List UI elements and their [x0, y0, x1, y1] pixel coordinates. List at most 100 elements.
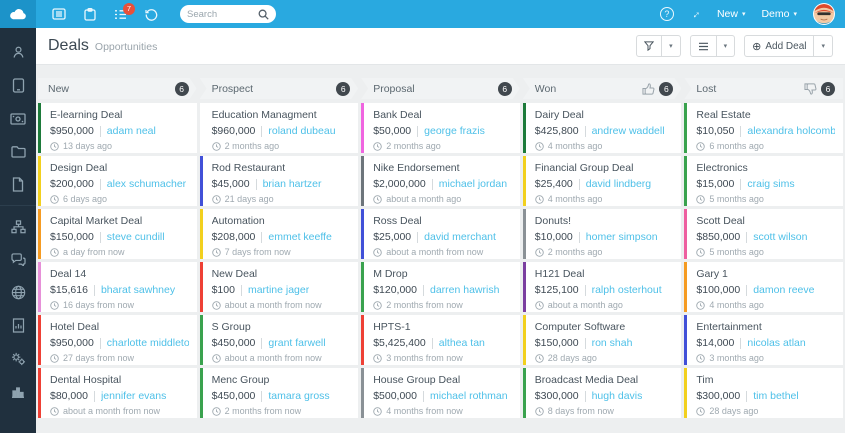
new-menu-button[interactable]: New ▾ — [717, 8, 746, 20]
deal-card[interactable]: Donuts! $10,000 homer simpson 2 months a… — [522, 209, 682, 259]
deal-owner-link[interactable]: martine jager — [247, 284, 310, 296]
deal-owner-link[interactable]: charlotte middleton — [106, 337, 189, 349]
deal-card[interactable]: H121 Deal $125,100 ralph osterhout about… — [522, 262, 682, 312]
deal-owner-link[interactable]: bharat sawhney — [100, 284, 176, 296]
deal-owner-link[interactable]: michael jordan — [438, 178, 508, 190]
view-button[interactable] — [689, 35, 717, 57]
deal-owner-link[interactable]: tamara gross — [268, 390, 330, 402]
deal-card[interactable]: Education Managment $960,000 roland dube… — [199, 103, 359, 153]
deal-card[interactable]: Real Estate $10,050 alexandra holcomb 6 … — [684, 103, 843, 153]
user-menu-button[interactable]: Demo ▾ — [761, 8, 797, 20]
deal-card[interactable]: Rod Restaurant $45,000 brian hartzer 21 … — [199, 156, 359, 206]
contacts-icon[interactable] — [0, 36, 36, 69]
deal-card[interactable]: Broadcast Media Deal $300,000 hugh davis… — [522, 368, 682, 418]
search-box[interactable] — [180, 5, 276, 23]
analytics-icon[interactable] — [0, 375, 36, 408]
deal-card[interactable]: Bank Deal $50,000 george frazis 2 months… — [361, 103, 520, 153]
search-icon[interactable] — [258, 9, 269, 20]
deal-owner-link[interactable]: brian hartzer — [262, 178, 322, 190]
pipeline-icon[interactable] — [0, 210, 36, 243]
deal-card[interactable]: Electronics $15,000 craig sims 5 months … — [684, 156, 843, 206]
help-icon[interactable]: ? — [659, 7, 674, 21]
reports-icon[interactable] — [0, 309, 36, 342]
deal-card[interactable]: Design Deal $200,000 alex schumacher 6 d… — [38, 156, 197, 206]
deal-owner-link[interactable]: andrew waddell — [591, 125, 665, 137]
deal-amount: $500,000 — [373, 390, 417, 402]
deal-card[interactable]: Menc Group $450,000 tamara gross 2 month… — [199, 368, 359, 418]
deal-card[interactable]: HPTS-1 $5,425,400 althea tan 3 months fr… — [361, 315, 520, 365]
deal-owner-link[interactable]: damon reeve — [753, 284, 815, 296]
deal-owner-link[interactable]: alex schumacher — [106, 178, 187, 190]
tasks-icon[interactable]: 7 — [114, 2, 135, 20]
deal-card[interactable]: Entertainment $14,000 nicolas atlan 3 mo… — [684, 315, 843, 365]
deal-owner-link[interactable]: craig sims — [747, 178, 795, 190]
deal-owner-link[interactable]: george frazis — [424, 125, 485, 137]
column-header[interactable]: Won 6 — [523, 78, 682, 99]
deal-card[interactable]: Automation $208,000 emmet keeffe 7 days … — [199, 209, 359, 259]
avatar[interactable] — [813, 3, 835, 25]
deal-card[interactable]: Gary 1 $100,000 damon reeve 4 months ago — [684, 262, 843, 312]
column-header[interactable]: New 6 — [38, 78, 197, 99]
deal-owner-link[interactable]: althea tan — [438, 337, 485, 349]
deal-card[interactable]: Tim $300,000 tim bethel 28 days ago — [684, 368, 843, 418]
deal-owner-link[interactable]: michael rothman — [429, 390, 508, 402]
deal-card[interactable]: M Drop $120,000 darren hawrish 2 months … — [361, 262, 520, 312]
deal-owner-link[interactable]: steve cundill — [106, 231, 165, 243]
documents-icon[interactable] — [0, 168, 36, 201]
deal-card[interactable]: Nike Endorsement $2,000,000 michael jord… — [361, 156, 520, 206]
deal-card[interactable]: Dairy Deal $425,800 andrew waddell 4 mon… — [522, 103, 682, 153]
chat-icon[interactable] — [0, 243, 36, 276]
deal-owner-link[interactable]: david merchant — [424, 231, 496, 243]
deal-card[interactable]: Computer Software $150,000 ron shah 28 d… — [522, 315, 682, 365]
web-icon[interactable] — [0, 276, 36, 309]
deal-owner-link[interactable]: scott wilson — [753, 231, 808, 243]
add-deal-dropdown-button[interactable]: ▾ — [814, 35, 833, 57]
deal-time: about a month ago — [386, 194, 462, 204]
deal-owner-link[interactable]: homer simpson — [585, 231, 658, 243]
clock-icon — [50, 353, 59, 363]
deal-owner-link[interactable]: jennifer evans — [100, 390, 167, 402]
history-icon[interactable] — [145, 8, 158, 21]
deals-icon[interactable] — [0, 102, 36, 135]
view-dropdown-button[interactable]: ▾ — [716, 35, 736, 57]
deal-card[interactable]: House Group Deal $500,000 michael rothma… — [361, 368, 520, 418]
column-header[interactable]: Lost 6 — [684, 78, 843, 99]
deal-card[interactable]: E-learning Deal $950,000 adam neal 13 da… — [38, 103, 197, 153]
deal-owner-link[interactable]: adam neal — [106, 125, 156, 137]
filter-dropdown-button[interactable]: ▾ — [662, 35, 681, 57]
deal-owner-link[interactable]: tim bethel — [753, 390, 799, 402]
accounts-icon[interactable] — [0, 69, 36, 102]
deal-owner-link[interactable]: david lindberg — [585, 178, 652, 190]
deal-card[interactable]: Scott Deal $850,000 scott wilson 5 month… — [684, 209, 843, 259]
column-header[interactable]: Prospect 6 — [200, 78, 359, 99]
deal-card[interactable]: New Deal $100 martine jager about a mont… — [199, 262, 359, 312]
clock-icon — [535, 406, 544, 416]
filter-button[interactable] — [636, 35, 663, 57]
deal-owner-link[interactable]: darren hawrish — [429, 284, 500, 296]
modules-icon[interactable] — [52, 8, 66, 20]
deal-owner-link[interactable]: ralph osterhout — [591, 284, 662, 296]
deal-card[interactable]: Ross Deal $25,000 david merchant about a… — [361, 209, 520, 259]
deal-card[interactable]: Deal 14 $15,616 bharat sawhney 16 days f… — [38, 262, 197, 312]
folders-icon[interactable] — [0, 135, 36, 168]
deal-title: Bank Deal — [373, 109, 422, 121]
deal-card[interactable]: Financial Group Deal $25,400 david lindb… — [522, 156, 682, 206]
column-header[interactable]: Proposal 6 — [361, 78, 520, 99]
clipboard-icon[interactable] — [84, 7, 96, 21]
deal-owner-link[interactable]: emmet keeffe — [268, 231, 332, 243]
deal-card[interactable]: S Group $450,000 grant farwell about a m… — [199, 315, 359, 365]
search-input[interactable] — [187, 8, 255, 20]
deal-owner-link[interactable]: alexandra holcomb — [747, 125, 835, 137]
app-logo[interactable] — [0, 0, 36, 28]
deal-owner-link[interactable]: ron shah — [591, 337, 633, 349]
expand-icon[interactable]: ↔ — [687, 5, 704, 23]
settings-icon[interactable] — [0, 342, 36, 375]
deal-owner-link[interactable]: roland dubeau — [268, 125, 336, 137]
deal-card[interactable]: Dental Hospital $80,000 jennifer evans a… — [38, 368, 197, 418]
deal-card[interactable]: Hotel Deal $950,000 charlotte middleton … — [38, 315, 197, 365]
deal-owner-link[interactable]: hugh davis — [591, 390, 643, 402]
deal-owner-link[interactable]: grant farwell — [268, 337, 326, 349]
deal-card[interactable]: Capital Market Deal $150,000 steve cundi… — [38, 209, 197, 259]
deal-owner-link[interactable]: nicolas atlan — [747, 337, 806, 349]
add-deal-button[interactable]: ⊕ Add Deal — [744, 35, 815, 57]
